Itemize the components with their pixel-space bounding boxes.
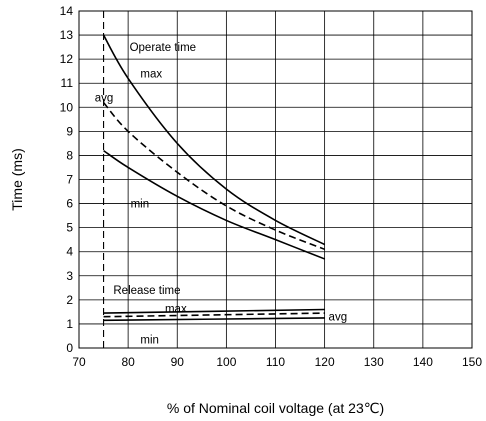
y-tick-label: 1 — [66, 317, 73, 331]
y-tick-label: 5 — [66, 221, 73, 235]
annotation-label: min — [140, 335, 159, 347]
y-tick-label: 2 — [66, 293, 73, 307]
x-tick-labels: 70 80 90 100 110 120 130 140 150 — [72, 355, 482, 369]
x-tick-label: 130 — [364, 355, 384, 369]
series-operate-time-min — [103, 149, 325, 260]
x-tick-label: 90 — [171, 355, 185, 369]
series-release-time-min — [103, 317, 325, 322]
x-tick-label: 150 — [462, 355, 482, 369]
y-tick-label: 4 — [66, 245, 73, 259]
y-tick-label: 12 — [60, 52, 74, 66]
annotation-label: min — [131, 199, 150, 211]
series-operate-time-max — [102, 34, 325, 246]
x-axis-label: % of Nominal coil voltage (at 23℃) — [167, 400, 384, 416]
series-release-time-max — [103, 308, 325, 314]
y-tick-label: 6 — [66, 197, 73, 211]
grid — [78, 10, 473, 349]
annotation-label: avg — [95, 93, 114, 105]
series-operate-time-avg — [102, 101, 325, 251]
annotations: Operate time max avg min Release time max avg m… — [95, 42, 347, 346]
annotation-label: max — [140, 69, 162, 81]
x-tick-label: 80 — [121, 355, 135, 369]
annotation-label: max — [165, 303, 187, 315]
x-tick-label: 120 — [315, 355, 335, 369]
y-tick-label: 14 — [60, 4, 74, 18]
y-tick-label: 11 — [61, 76, 74, 90]
y-tick-label: 13 — [60, 28, 74, 42]
plot-frame — [78, 10, 473, 349]
x-tick-label: 110 — [266, 355, 285, 369]
annotation-label: Release time — [113, 285, 180, 297]
x-tick-label: 100 — [216, 355, 236, 369]
annotation-label: Operate time — [130, 42, 196, 54]
y-tick-label: 8 — [66, 148, 73, 162]
series-lines — [102, 34, 325, 322]
annotation-label: avg — [329, 312, 348, 324]
x-tick-label: 70 — [72, 355, 86, 369]
y-tick-label: 0 — [66, 341, 73, 355]
y-tick-label: 7 — [66, 173, 73, 187]
x-tick-label: 140 — [413, 355, 433, 369]
y-tick-label: 9 — [66, 124, 73, 138]
y-tick-label: 3 — [66, 269, 73, 283]
y-tick-label: 10 — [60, 100, 74, 114]
series-release-time-avg — [103, 312, 325, 318]
y-axis-label: Time (ms) — [9, 148, 25, 210]
